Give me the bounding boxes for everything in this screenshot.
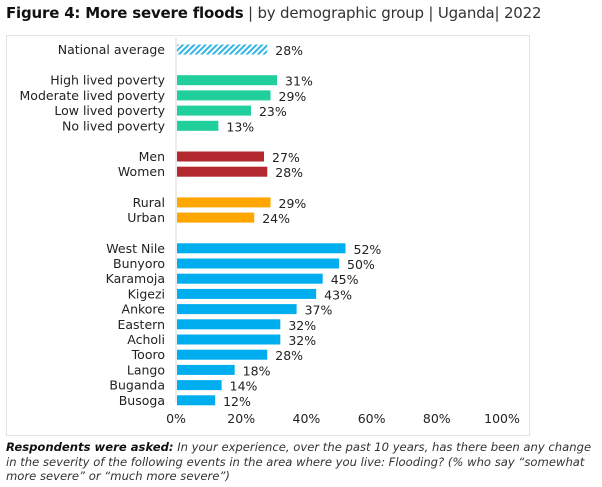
data-label: 45% bbox=[331, 272, 359, 287]
bar bbox=[177, 319, 281, 330]
bar bbox=[177, 349, 268, 360]
category-label: West Nile bbox=[106, 241, 165, 256]
category-label: Rural bbox=[133, 195, 165, 210]
category-label: Tooro bbox=[131, 347, 165, 362]
category-label: Urban bbox=[127, 210, 165, 225]
bar bbox=[177, 105, 251, 116]
data-label: 52% bbox=[354, 242, 382, 257]
bar bbox=[177, 197, 271, 208]
bar bbox=[177, 364, 235, 375]
bar bbox=[177, 166, 268, 177]
category-label: Moderate lived poverty bbox=[20, 88, 166, 103]
x-tick-label: 100% bbox=[484, 411, 520, 426]
data-label: 28% bbox=[275, 348, 303, 363]
category-label: Lango bbox=[127, 362, 165, 377]
data-label: 50% bbox=[347, 257, 375, 272]
bar bbox=[177, 380, 222, 391]
bar-row-high-lived-poverty: High lived poverty 31% bbox=[50, 73, 313, 89]
footnote-text: In your experience, over the past 10 yea… bbox=[6, 440, 592, 483]
data-label: 31% bbox=[285, 74, 313, 89]
bar-row-low-lived-poverty: Low lived poverty 23% bbox=[54, 103, 287, 119]
bar-row-karamoja: Karamoja 45% bbox=[106, 271, 359, 287]
bar bbox=[177, 212, 255, 223]
bar-row-rural: Rural 29% bbox=[133, 195, 307, 211]
bar bbox=[177, 395, 216, 406]
chart-title: Figure 4: More severe floods | by demogr… bbox=[6, 4, 542, 22]
bar-row-moderate-lived-poverty: Moderate lived poverty 29% bbox=[20, 88, 307, 104]
x-axis-ticks: 0% 20% 40% 60% 80% 100% bbox=[166, 411, 520, 426]
data-label: 18% bbox=[243, 363, 271, 378]
x-tick-label: 0% bbox=[166, 411, 186, 426]
data-label: 32% bbox=[288, 318, 316, 333]
category-label: Buganda bbox=[109, 378, 165, 393]
bar bbox=[177, 75, 278, 86]
bar bbox=[177, 243, 346, 254]
data-label: 28% bbox=[275, 43, 303, 58]
category-label: National average bbox=[58, 42, 166, 57]
bar-row-eastern: Eastern 32% bbox=[117, 317, 316, 333]
bar-row-lango: Lango 18% bbox=[127, 362, 271, 378]
bar bbox=[177, 304, 297, 315]
bar-row-national-average: National average 28% bbox=[58, 42, 303, 58]
category-label: Ankore bbox=[122, 302, 166, 317]
footnote-lead: Respondents were asked: bbox=[6, 440, 174, 454]
data-label: 27% bbox=[272, 150, 300, 165]
bar-row-men: Men 27% bbox=[139, 149, 300, 165]
data-label: 24% bbox=[262, 211, 290, 226]
bar bbox=[177, 273, 323, 284]
category-label: Bunyoro bbox=[113, 256, 165, 271]
bar bbox=[177, 151, 265, 162]
data-label: 37% bbox=[305, 303, 333, 318]
bar-row-ankore: Ankore 37% bbox=[122, 302, 333, 318]
bar-row-urban: Urban 24% bbox=[127, 210, 290, 226]
data-label: 28% bbox=[275, 165, 303, 180]
bar-row-buganda: Buganda 14% bbox=[109, 378, 257, 394]
bar-row-bunyoro: Bunyoro 50% bbox=[113, 256, 375, 272]
bar-row-tooro: Tooro 28% bbox=[131, 347, 304, 363]
x-tick-label: 40% bbox=[293, 411, 321, 426]
bar-row-kigezi: Kigezi 43% bbox=[128, 286, 352, 302]
bar-row-acholi: Acholi 32% bbox=[127, 332, 316, 348]
bar bbox=[177, 288, 317, 299]
category-label: Kigezi bbox=[128, 286, 165, 301]
data-label: 13% bbox=[226, 119, 254, 134]
data-label: 29% bbox=[279, 196, 307, 211]
category-label: Men bbox=[139, 149, 165, 164]
data-label: 32% bbox=[288, 333, 316, 348]
chart-title-bold: Figure 4: More severe floods bbox=[6, 4, 244, 22]
bar bbox=[177, 120, 219, 131]
data-label: 43% bbox=[324, 287, 352, 302]
category-label: Eastern bbox=[117, 317, 165, 332]
data-label: 14% bbox=[230, 379, 258, 394]
bar-row-busoga: Busoga 12% bbox=[119, 393, 251, 409]
chart-subtitle: | by demographic group | Uganda| 2022 bbox=[243, 4, 542, 22]
bars-layer: National average 28% High lived poverty 31%… bbox=[20, 42, 382, 409]
category-label: Acholi bbox=[127, 332, 165, 347]
data-label: 29% bbox=[279, 89, 307, 104]
x-tick-label: 20% bbox=[227, 411, 255, 426]
bar-row-women: Women 28% bbox=[118, 164, 303, 180]
bar bbox=[177, 258, 339, 269]
category-label: Busoga bbox=[119, 393, 165, 408]
footnote: Respondents were asked: In your experien… bbox=[6, 440, 596, 484]
x-tick-label: 80% bbox=[423, 411, 451, 426]
chart-frame bbox=[6, 35, 530, 436]
category-label: Women bbox=[118, 164, 165, 179]
x-tick-label: 60% bbox=[358, 411, 386, 426]
bar bbox=[177, 90, 271, 101]
data-label: 23% bbox=[259, 104, 287, 119]
category-label: Low lived poverty bbox=[54, 103, 165, 118]
bar bbox=[177, 44, 268, 55]
category-label: No lived poverty bbox=[62, 118, 166, 133]
category-label: Karamoja bbox=[106, 271, 165, 286]
bar bbox=[177, 334, 281, 345]
bar-row-no-lived-poverty: No lived poverty 13% bbox=[62, 118, 254, 134]
data-label: 12% bbox=[223, 394, 251, 409]
bar-row-west-nile: West Nile 52% bbox=[106, 241, 381, 257]
category-label: High lived poverty bbox=[50, 73, 165, 88]
